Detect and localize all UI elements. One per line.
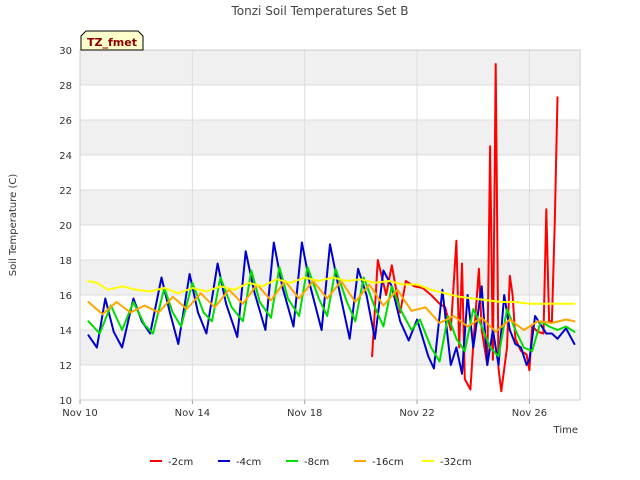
y-tick-label: 16 (59, 291, 72, 302)
legend: -2cm -4cm -8cm -16cm -32cm (150, 457, 472, 468)
series-line--32cm (87, 276, 576, 305)
legend-label: -16cm (372, 457, 404, 468)
x-tick-label: Nov 18 (287, 408, 322, 419)
legend-label: -4cm (236, 457, 261, 468)
series-line--16cm (87, 280, 576, 333)
chart-title: Tonzi Soil Temperatures Set B (231, 4, 409, 18)
legend-item: -32cm (422, 457, 472, 468)
legend-label: -8cm (304, 457, 329, 468)
y-tick-label: 14 (59, 326, 72, 337)
legend-label: -2cm (168, 457, 193, 468)
legend-item: -2cm (150, 457, 193, 468)
series-line--8cm (87, 266, 576, 363)
legend-label: -32cm (440, 457, 472, 468)
y-tick-labels: 10 12 14 16 18 20 22 24 26 28 30 (59, 46, 72, 407)
y-tick-label: 12 (59, 361, 72, 372)
axes (79, 49, 581, 404)
plot-band (80, 190, 580, 225)
y-tick-label: 20 (59, 221, 72, 232)
legend-item: -4cm (218, 457, 261, 468)
x-tick-label: Nov 14 (175, 408, 210, 419)
tz-fmet-badge: TZ_fmet (80, 30, 144, 51)
y-tick-label: 26 (59, 116, 72, 127)
series-line--4cm (87, 241, 576, 375)
y-tick-label: 24 (59, 151, 72, 162)
y-axis-title: Soil Temperature (C) (8, 174, 19, 277)
legend-item: -16cm (354, 457, 404, 468)
badge-box (80, 30, 144, 51)
plot-band (80, 50, 580, 85)
y-tick-label: 10 (59, 396, 72, 407)
plot-border (79, 49, 581, 401)
x-tick-labels: Nov 10 Nov 14 Nov 18 Nov 22 Nov 26 (62, 408, 547, 419)
legend-item: -8cm (286, 457, 329, 468)
series-lines (87, 63, 576, 393)
y-tick-label: 30 (59, 46, 72, 57)
y-tick-label: 22 (59, 186, 72, 197)
x-tick-label: Nov 22 (399, 408, 434, 419)
x-tick-label: Nov 26 (512, 408, 547, 419)
y-tick-label: 28 (59, 81, 72, 92)
plot-band (80, 120, 580, 155)
y-tick-label: 18 (59, 256, 72, 267)
badge-label: TZ_fmet (87, 36, 137, 49)
x-tick-label: Nov 10 (62, 408, 97, 419)
x-axis-title: Time (553, 425, 578, 436)
